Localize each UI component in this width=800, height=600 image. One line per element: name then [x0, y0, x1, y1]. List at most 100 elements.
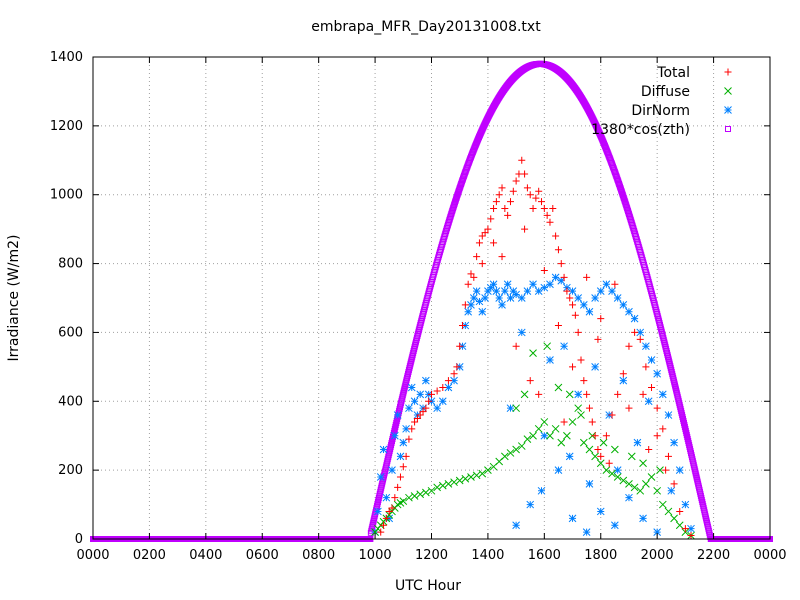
data-point [687, 532, 695, 540]
data-point [492, 287, 501, 295]
data-point [630, 314, 639, 323]
data-point [554, 466, 563, 474]
data-point [388, 504, 396, 512]
data-point [422, 376, 430, 385]
data-point [475, 297, 484, 306]
data-point [594, 335, 602, 343]
data-point [613, 473, 622, 481]
data-point [390, 431, 399, 440]
data-point [599, 438, 608, 447]
data-point [653, 528, 662, 536]
data-point [470, 273, 478, 281]
data-point [444, 383, 453, 392]
data-point [577, 411, 585, 419]
y-tick-label: 200 [58, 463, 83, 478]
data-point [500, 287, 509, 295]
data-point [579, 301, 588, 309]
data-point [625, 480, 633, 488]
data-point [565, 390, 574, 399]
data-point [520, 390, 529, 399]
legend-label: Diffuse [641, 84, 690, 100]
data-point [521, 170, 529, 178]
data-point [574, 294, 583, 302]
data-point [602, 432, 610, 440]
data-point [459, 322, 467, 330]
data-point [521, 225, 529, 233]
data-point [563, 287, 571, 295]
data-point [546, 431, 554, 440]
data-point [396, 452, 405, 461]
legend-label: DirNorm [631, 103, 690, 119]
data-point [529, 431, 537, 440]
data-point [664, 452, 672, 460]
data-point [613, 466, 622, 474]
data-point [472, 471, 481, 480]
data-point [636, 335, 644, 343]
data-point [543, 342, 552, 351]
x-tick-label: 2000 [641, 548, 674, 563]
data-point [540, 418, 549, 426]
x-axis-label: UTC Hour [395, 578, 461, 594]
data-point [585, 480, 594, 488]
data-point [464, 307, 473, 316]
data-point [563, 431, 571, 440]
data-point [577, 356, 585, 364]
data-point [642, 342, 650, 351]
data-point [602, 280, 611, 289]
data-point [647, 356, 656, 364]
data-point [517, 442, 526, 450]
data-point [597, 452, 605, 460]
data-point [636, 328, 645, 337]
y-tick-label: 1000 [50, 188, 83, 203]
data-point [506, 294, 515, 302]
data-point [675, 466, 684, 474]
data-point [512, 177, 520, 185]
data-point [585, 404, 593, 412]
data-point [554, 322, 562, 330]
data-point [410, 492, 419, 500]
x-tick-label: 1000 [359, 548, 392, 563]
data-point [664, 507, 673, 516]
data-point [625, 404, 633, 412]
data-point [613, 294, 622, 302]
x-tick-label: 0200 [133, 548, 166, 563]
data-point [416, 490, 425, 499]
data-point [512, 521, 520, 530]
data-point [407, 383, 416, 392]
data-point [532, 194, 540, 202]
data-point [523, 287, 532, 295]
data-point [639, 459, 647, 468]
data-point [552, 232, 560, 240]
legend: Total Diffuse DirNorm 1380*cos(zth) [591, 65, 732, 138]
data-point [478, 260, 486, 268]
data-point [574, 404, 583, 413]
data-point [636, 486, 645, 495]
data-point [551, 273, 560, 282]
data-point [670, 438, 678, 447]
y-tick-label: 0 [75, 532, 83, 547]
y-axis-label: Irradiance (W/m2) [6, 235, 22, 362]
data-point [566, 294, 574, 302]
x-tick-label: 1600 [528, 548, 561, 563]
data-point [546, 218, 554, 226]
data-point [534, 424, 543, 433]
data-point [456, 342, 464, 350]
data-point [467, 301, 475, 309]
y-axis: 0 200 400 600 800 1000 1200 1400 [50, 50, 770, 547]
data-point [670, 514, 678, 523]
x-axis: 0000 0200 0400 0600 0800 1000 1200 1400 1600 1800… [76, 57, 787, 563]
x-tick-label: 1400 [471, 548, 504, 563]
data-point [461, 301, 469, 309]
data-point [509, 187, 517, 195]
data-point [537, 486, 546, 495]
data-point [402, 424, 410, 433]
data-point [428, 390, 435, 398]
data-point [619, 370, 627, 378]
data-point [557, 438, 566, 447]
data-point [642, 363, 650, 371]
data-point [455, 476, 464, 485]
legend-marker [724, 87, 732, 95]
data-point [596, 287, 605, 295]
data-point [667, 486, 676, 495]
